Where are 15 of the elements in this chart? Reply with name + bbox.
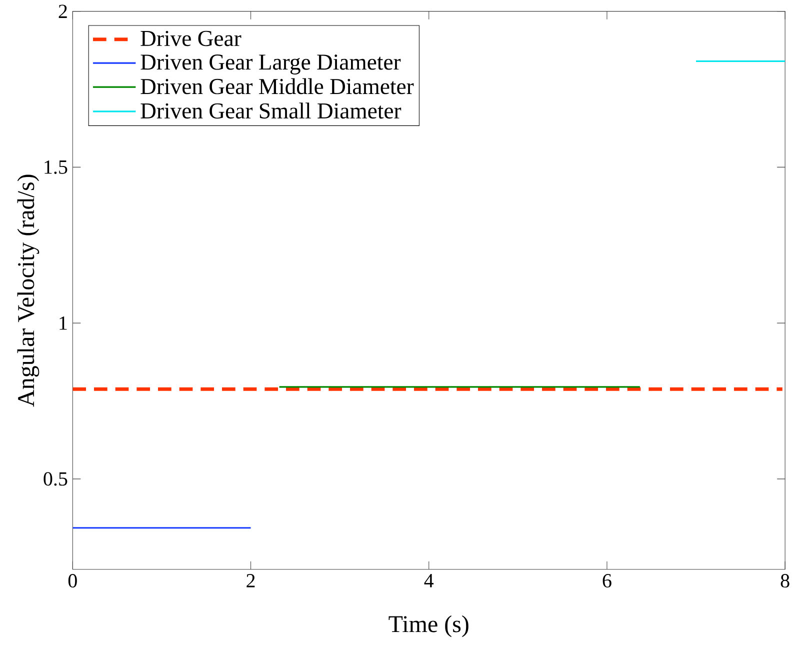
x-tick-label: 2	[246, 574, 255, 588]
x-tick-label: 8	[780, 574, 790, 588]
y-axis-title: Angular Velocity (rad/s)	[17, 174, 40, 407]
x-axis-title: Time (s)	[388, 615, 468, 638]
x-tick-label: 0	[68, 574, 77, 588]
y-tick-label: 1.5	[44, 160, 68, 174]
y-tick-label: 2	[58, 4, 67, 18]
x-tick-label: 6	[602, 574, 612, 588]
legend-label: Drive Gear	[140, 30, 242, 46]
x-tick-label: 4	[424, 574, 434, 588]
y-tick-label: 0.5	[44, 472, 68, 486]
legend-label: Driven Gear Small Diameter	[140, 102, 402, 119]
legend-label: Driven Gear Large Diameter	[140, 54, 401, 74]
y-tick-label: 1	[60, 316, 67, 330]
legend-label: Driven Gear Middle Diameter	[140, 78, 414, 94]
